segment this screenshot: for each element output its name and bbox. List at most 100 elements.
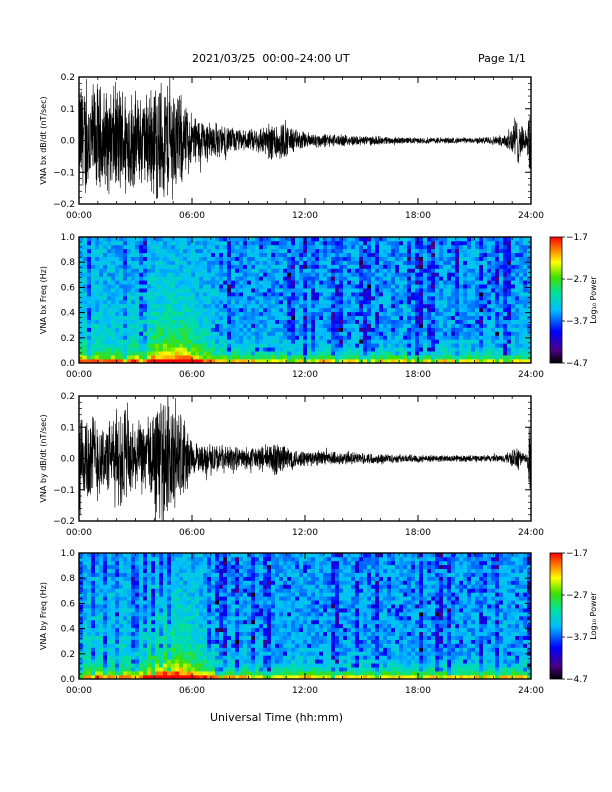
spectrogram-cell — [387, 303, 392, 309]
colorbar-tick-label: −1.7 — [566, 233, 588, 243]
spectrogram-cell — [171, 264, 176, 269]
spectrogram-cell — [79, 588, 84, 593]
spectrogram-cell — [143, 237, 148, 242]
spectrogram-cell — [159, 252, 164, 257]
spectrogram-cell — [407, 319, 412, 324]
spectrogram-cell — [479, 359, 484, 364]
spectrogram-cell — [459, 331, 464, 336]
spectrogram-cell — [467, 323, 472, 328]
spectrogram-cell — [495, 240, 500, 246]
spectrogram-cell — [299, 311, 304, 317]
spectrogram-cell — [195, 315, 200, 320]
spectrogram-cell — [279, 248, 284, 254]
spectrogram-cell — [147, 580, 152, 585]
spectrogram-cell — [503, 256, 508, 261]
spectrogram-cell — [127, 556, 132, 562]
spectrogram-cell — [439, 359, 444, 364]
spectrogram-cell — [215, 296, 220, 301]
spectrogram-cell — [99, 655, 104, 660]
spectrogram-cell — [223, 272, 228, 277]
spectrogram-cell — [271, 327, 276, 332]
spectrogram-cell — [399, 260, 404, 265]
spectrogram-cell — [479, 303, 484, 309]
spectrogram-cell — [475, 327, 480, 332]
spectrogram-cell — [163, 319, 168, 324]
spectrogram-cell — [231, 268, 236, 273]
spectrogram-cell — [243, 272, 248, 277]
spectrogram-cell — [255, 276, 260, 281]
spectrogram-cell — [395, 343, 400, 348]
spectrogram-cell — [463, 311, 468, 317]
spectrogram-cell — [231, 327, 236, 332]
spectrogram-cell — [79, 327, 84, 332]
spectrogram-cell — [359, 252, 364, 257]
spectrogram-cell — [115, 264, 120, 269]
spectrogram-cell — [379, 300, 384, 305]
spectrogram-cell — [195, 256, 200, 261]
spectrogram-cell — [155, 619, 160, 625]
spectrogram-cell — [131, 323, 136, 328]
spectrogram-cell — [523, 331, 528, 336]
spectrogram-cell — [287, 244, 292, 250]
spectrogram-cell — [239, 292, 244, 297]
spectrogram-cell — [363, 276, 368, 281]
spectrogram-cell — [239, 331, 244, 336]
spectrogram-cell — [479, 300, 484, 305]
spectrogram-cell — [95, 623, 100, 629]
spectrogram-cell — [223, 284, 228, 289]
spectrogram-cell — [175, 572, 180, 577]
spectrogram-cell — [355, 272, 360, 277]
spectrogram-cell — [167, 580, 172, 585]
spectrogram-cell — [479, 339, 484, 344]
spectrogram-cell — [91, 568, 96, 573]
spectrogram-cell — [187, 244, 192, 250]
spectrogram-cell — [307, 300, 312, 305]
spectrogram-cell — [419, 323, 424, 328]
spectrogram-cell — [323, 248, 328, 254]
spectrogram-cell — [155, 355, 160, 360]
spectrogram-cell — [167, 596, 172, 601]
spectrogram-cell — [111, 655, 116, 660]
spectrogram-cell — [487, 237, 492, 242]
spectrogram-cell — [251, 323, 256, 328]
spectrogram-cell — [431, 307, 436, 313]
spectrogram-cell — [191, 647, 196, 652]
spectrogram-cell — [315, 276, 320, 281]
spectrogram-cell — [139, 296, 144, 301]
spectrogram-cell — [151, 572, 156, 577]
spectrogram-cell — [163, 335, 168, 340]
spectrogram-cell — [351, 292, 356, 297]
spectrogram-cell — [251, 343, 256, 348]
spectrogram-cell — [195, 359, 200, 364]
spectrogram-cell — [267, 292, 272, 297]
spectrogram-cell — [331, 272, 336, 277]
spectrogram-cell — [335, 359, 340, 364]
spectrogram-cell — [139, 252, 144, 257]
spectrogram-cell — [463, 343, 468, 348]
spectrogram-cell — [95, 639, 100, 644]
spectrogram-cell — [299, 264, 304, 269]
spectrogram-cell — [91, 268, 96, 273]
spectrogram-cell — [267, 331, 272, 336]
spectrogram-cell — [463, 315, 468, 320]
spectrogram-cell — [375, 292, 380, 297]
spectrogram-cell — [147, 643, 152, 648]
spectrogram-cell — [123, 572, 128, 577]
spectrogram-cell — [315, 315, 320, 320]
spectrogram-cell — [103, 323, 108, 328]
spectrogram-cell — [99, 663, 104, 668]
spectrogram-cell — [179, 655, 184, 660]
spectrogram-cell — [487, 292, 492, 297]
spectrogram-cell — [415, 343, 420, 348]
spectrogram-cell — [291, 280, 296, 285]
spectrogram-cell — [171, 327, 176, 332]
spectrogram-cell — [139, 627, 144, 633]
spectrogram-cell — [159, 560, 164, 566]
spectrogram-cell — [215, 339, 220, 344]
spectrogram-cell — [95, 323, 100, 328]
spectrogram-cell — [331, 303, 336, 309]
spectrogram-cell — [307, 331, 312, 336]
spectrogram-cell — [387, 311, 392, 317]
spectrogram-cell — [467, 315, 472, 320]
spectrogram-cell — [143, 580, 148, 585]
